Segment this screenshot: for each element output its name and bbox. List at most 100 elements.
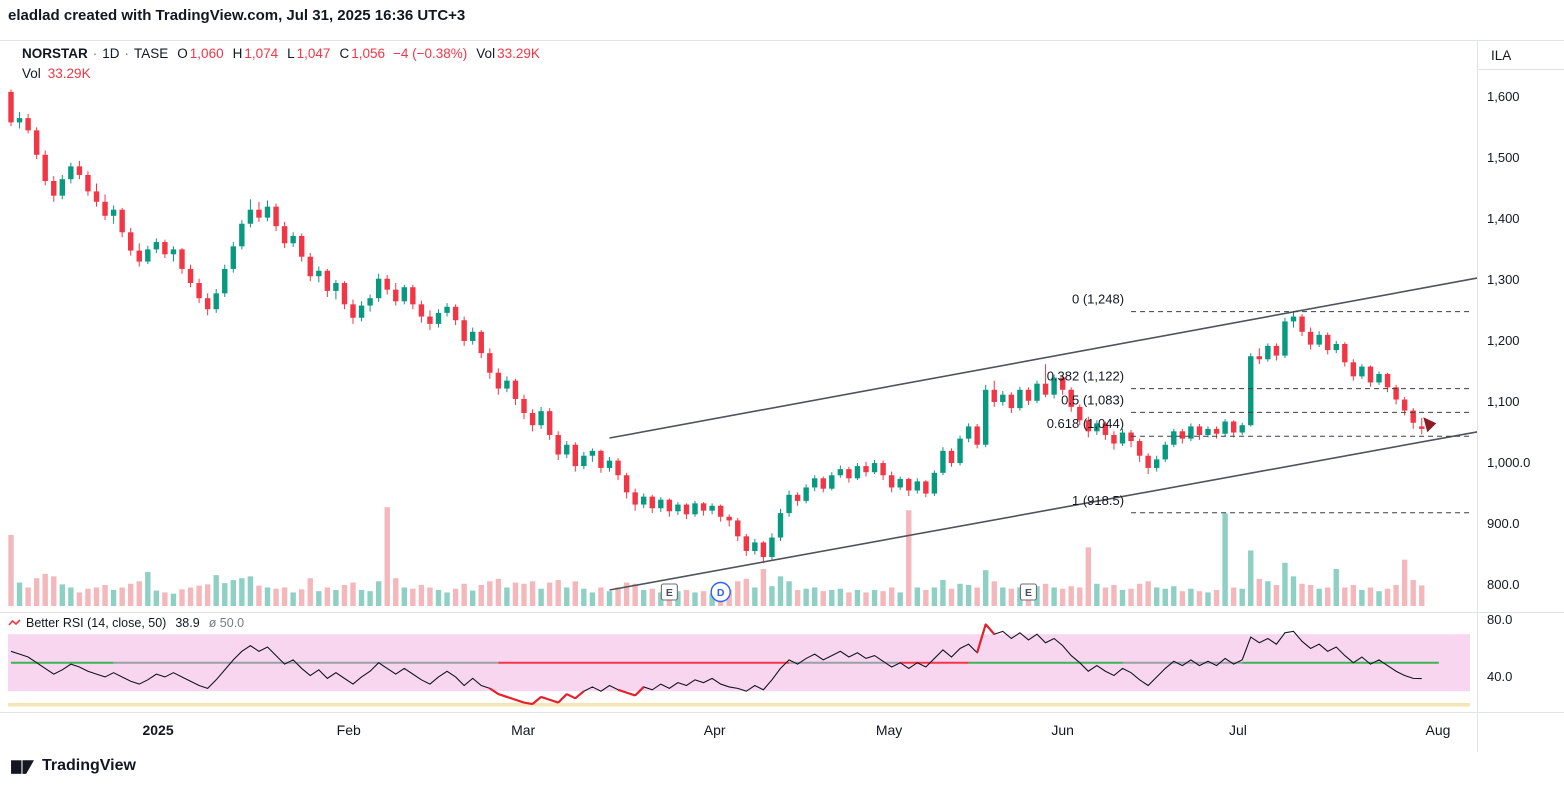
price-axis-label: 1,600 [1487,88,1520,104]
volume-bar [726,589,732,606]
volume-bar [1419,585,1425,606]
volume-bar [213,575,219,606]
dividend-marker[interactable] [710,581,731,603]
candle-body [812,478,818,488]
candle-body [204,298,211,310]
candle-body [128,232,134,251]
candle-body [717,505,724,517]
volume-bar [1171,586,1177,606]
candle-body [606,460,613,468]
earnings-marker[interactable] [1019,583,1038,601]
candle-body [1162,444,1168,460]
candle-body [25,118,31,131]
volume-bar [649,588,655,606]
earnings-marker-label: E [666,587,673,599]
volume-bar [401,587,407,606]
candle-body [187,268,194,283]
tradingview-logo[interactable]: TradingView [10,753,136,778]
candle-body [675,504,681,512]
candle-body [743,536,749,551]
candle-body [401,287,407,302]
candle-body [16,118,23,123]
candle-body [230,246,236,269]
volume-legend[interactable]: Vol 33.29K [22,66,91,81]
volume-bar [1213,589,1220,606]
volume-bar [1222,513,1228,606]
volume-bar [1111,585,1117,606]
candle-body [1128,432,1134,442]
candle-body [461,320,467,341]
candle-body [1367,366,1374,383]
volume-bar [991,581,997,606]
volume-bar [598,587,604,606]
rsi-legend[interactable]: Better RSI (14, close, 50) 38.9 ø 50.0 [8,616,244,630]
rsi-average: ø 50.0 [208,616,245,630]
candle-body [418,304,425,317]
candle-body [222,268,228,294]
candle-body [1213,428,1220,434]
candle-body [564,444,570,455]
fib-level-label: 1 (918.5) [1072,493,1124,508]
fib-level-label: 0.382 (1,122) [1047,369,1124,384]
volume-bar [42,573,48,606]
time-axis-label: 2025 [142,722,174,738]
price-axis-label: 1,500 [1487,149,1520,165]
volume-bar [623,582,630,606]
volume-bar [846,592,852,606]
candle-body [213,293,219,310]
volume-bar [333,589,339,606]
volume-bar [1342,587,1348,606]
candle-body [649,496,655,509]
candle-body [923,481,929,494]
volume-bar [786,581,792,606]
volume-bar [273,588,279,606]
arrow-annotation[interactable] [1423,417,1437,433]
volume-bar [239,578,245,606]
time-axis-label: Apr [703,722,726,738]
candle-body [1307,331,1314,345]
candle-body [384,278,390,290]
earnings-marker[interactable] [660,583,678,601]
symbol-legend[interactable]: NORSTAR · 1D · TASE O 1,060 H 1,074 L 1,047… [22,46,540,61]
legend-separator: · [92,46,98,61]
volume-bar [1042,583,1049,606]
price-axis-currency-button[interactable]: ILA [1478,41,1564,70]
volume-bar [538,588,544,606]
volume-bar [1102,587,1109,606]
volume-bar [170,593,177,606]
channel-upper-line[interactable] [609,277,1478,439]
time-axis-label: Jul [1228,722,1247,738]
volume-bar [572,581,578,606]
volume-bar [546,582,553,606]
volume-bar [1162,588,1168,606]
candle-body [1094,423,1100,432]
candle-body [948,450,955,464]
volume-bar [1256,578,1262,606]
price-axis-label: 900.0 [1487,516,1520,532]
candle-body [33,130,40,155]
candle-body [68,166,74,180]
volume-bar [145,572,151,606]
candle-body [1299,316,1305,332]
candle-body [85,174,91,192]
candle-body [239,223,245,247]
volume-bar [504,587,510,606]
volume-bar [769,586,775,606]
volume-bar [700,591,707,606]
volume-bar [555,580,561,606]
high-label: H [232,46,243,61]
volume-bar [487,581,493,606]
candle-body [367,298,373,306]
volume-bar [1367,587,1374,606]
open-value: 1,060 [189,46,224,61]
volume-bar [983,570,989,606]
volume-bar [1359,589,1365,606]
candle-body [829,475,835,489]
volume-bar [1051,587,1057,606]
price-axis-label: 1,300 [1487,271,1520,287]
candle-body [427,316,433,324]
channel-lower-line[interactable] [609,431,1478,591]
candle-body [1017,389,1023,409]
candle-body [110,209,117,216]
